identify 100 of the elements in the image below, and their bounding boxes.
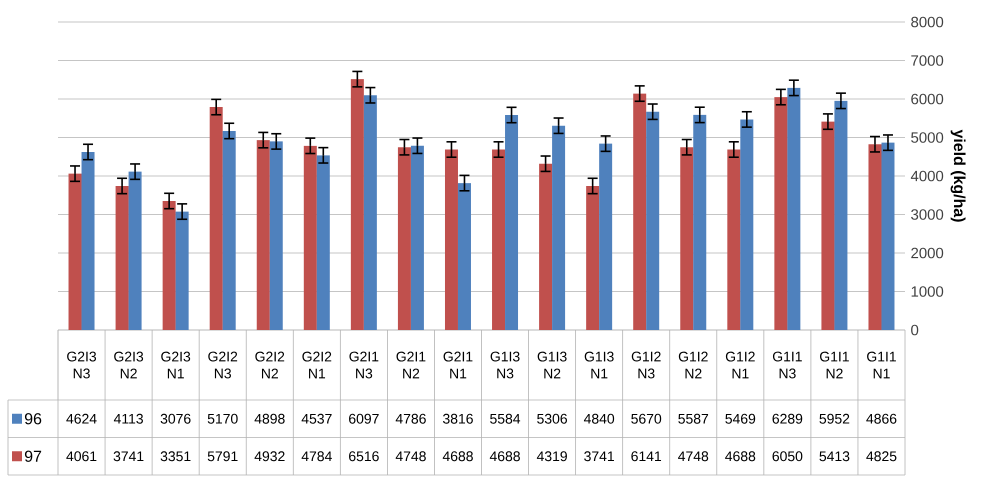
data-label: 4061: [66, 451, 96, 462]
data-label: 4688: [725, 451, 756, 462]
data-label: 5587: [678, 414, 708, 424]
x-tick-label: G1I3 N1: [584, 352, 614, 378]
data-label: 3816: [442, 414, 473, 424]
y-tick-label: 2000: [911, 248, 944, 258]
bar: [350, 79, 364, 330]
bar: [787, 88, 800, 330]
bar: [552, 126, 566, 330]
x-tick-label: G1I2 N2: [678, 352, 708, 378]
bar: [82, 152, 95, 330]
x-tick-label: G2I1 N1: [444, 352, 472, 378]
bar: [492, 150, 506, 330]
bar: [256, 140, 270, 330]
bar: [740, 119, 754, 330]
data-label: 6050: [772, 451, 802, 462]
x-tick-label: G2I2 N3: [208, 352, 238, 378]
data-label: 4898: [254, 414, 285, 424]
bar: [599, 144, 612, 330]
bar: [444, 150, 458, 330]
data-label: 4113: [114, 414, 143, 424]
x-tick-label: G2I1 N3: [349, 352, 378, 378]
x-tick-label: G1I2 N1: [726, 352, 755, 378]
data-label: 6516: [349, 451, 379, 462]
y-tick-label: 6000: [911, 94, 944, 104]
data-label: 5952: [819, 414, 850, 424]
bar: [410, 146, 424, 330]
data-label: 5670: [631, 414, 662, 424]
data-label: 4748: [396, 451, 426, 462]
y-tick-label: 7000: [911, 55, 944, 66]
x-tick-label: G1I1 N3: [772, 352, 802, 378]
bar: [68, 174, 82, 330]
bar: [586, 186, 600, 330]
data-label: 4688: [490, 451, 520, 462]
data-label: 6141: [631, 451, 662, 462]
bar: [316, 155, 330, 330]
bar: [646, 112, 660, 330]
bar: [539, 164, 552, 330]
data-label: 5584: [490, 414, 520, 424]
y-tick-label: 5000: [911, 132, 944, 143]
y-tick-label: 0: [911, 324, 918, 336]
bar: [821, 122, 834, 330]
x-tick-label: G1I2 N3: [632, 352, 661, 378]
data-label: 4624: [66, 414, 97, 424]
bar: [222, 130, 236, 330]
x-tick-label: G1I3 N2: [538, 352, 567, 378]
bar: [304, 146, 317, 330]
data-label: 3076: [160, 414, 191, 424]
data-label: 5170: [208, 414, 238, 424]
data-label: 5791: [208, 451, 238, 462]
bar: [505, 115, 518, 330]
bar: [868, 144, 882, 330]
y-tick-label: 8000: [911, 16, 944, 28]
data-label: 6289: [772, 414, 802, 424]
x-tick-label: G2I2 N1: [302, 352, 332, 378]
x-tick-label: G2I2 N2: [255, 352, 284, 378]
y-tick-label: 3000: [911, 209, 944, 220]
y-tick-label: 4000: [910, 170, 944, 182]
bar: [116, 186, 129, 330]
legend-label: 97: [24, 450, 42, 462]
bar: [881, 142, 894, 330]
bar: [210, 107, 223, 330]
bar: [774, 97, 788, 330]
x-tick-label: G2I1 N2: [396, 352, 426, 378]
bar: [270, 141, 283, 330]
bar: [128, 172, 142, 330]
legend-label: 96: [24, 413, 42, 424]
data-label: 3741: [584, 451, 614, 462]
bar: [364, 95, 377, 330]
bar: [633, 94, 646, 330]
data-label: 4319: [536, 451, 567, 462]
data-label: 4786: [396, 414, 426, 424]
x-tick-label: G1I1 N2: [820, 352, 849, 378]
y-tick-label: 1000: [912, 286, 944, 297]
data-label: 5306: [537, 414, 567, 424]
x-tick-label: G2I3 N3: [67, 352, 96, 378]
bar: [680, 147, 694, 330]
x-tick-label: G2I3 N2: [114, 352, 144, 378]
data-label: 4784: [302, 451, 332, 462]
bar: [398, 147, 411, 330]
data-label: 4537: [302, 414, 332, 424]
data-label: 5469: [725, 414, 756, 424]
bar: [176, 212, 189, 330]
data-label: 5413: [819, 451, 850, 462]
x-tick-label: G1I1 N1: [867, 352, 896, 378]
data-label: 4932: [254, 451, 285, 462]
data-label: 4840: [584, 414, 614, 424]
data-label: 4825: [866, 451, 896, 462]
bar: [727, 150, 740, 330]
bar: [162, 200, 176, 330]
data-label: 3351: [160, 451, 190, 462]
bar: [834, 100, 848, 330]
data-label: 4688: [442, 451, 473, 462]
x-tick-label: G1I3 N3: [490, 352, 520, 378]
bar: [458, 183, 471, 330]
y-axis-title: yield (kg/ha): [950, 130, 966, 222]
data-label: 3741: [114, 451, 144, 462]
data-label: 4866: [866, 414, 896, 424]
bar: [693, 114, 706, 330]
x-tick-label: G2I3 N1: [161, 352, 190, 378]
